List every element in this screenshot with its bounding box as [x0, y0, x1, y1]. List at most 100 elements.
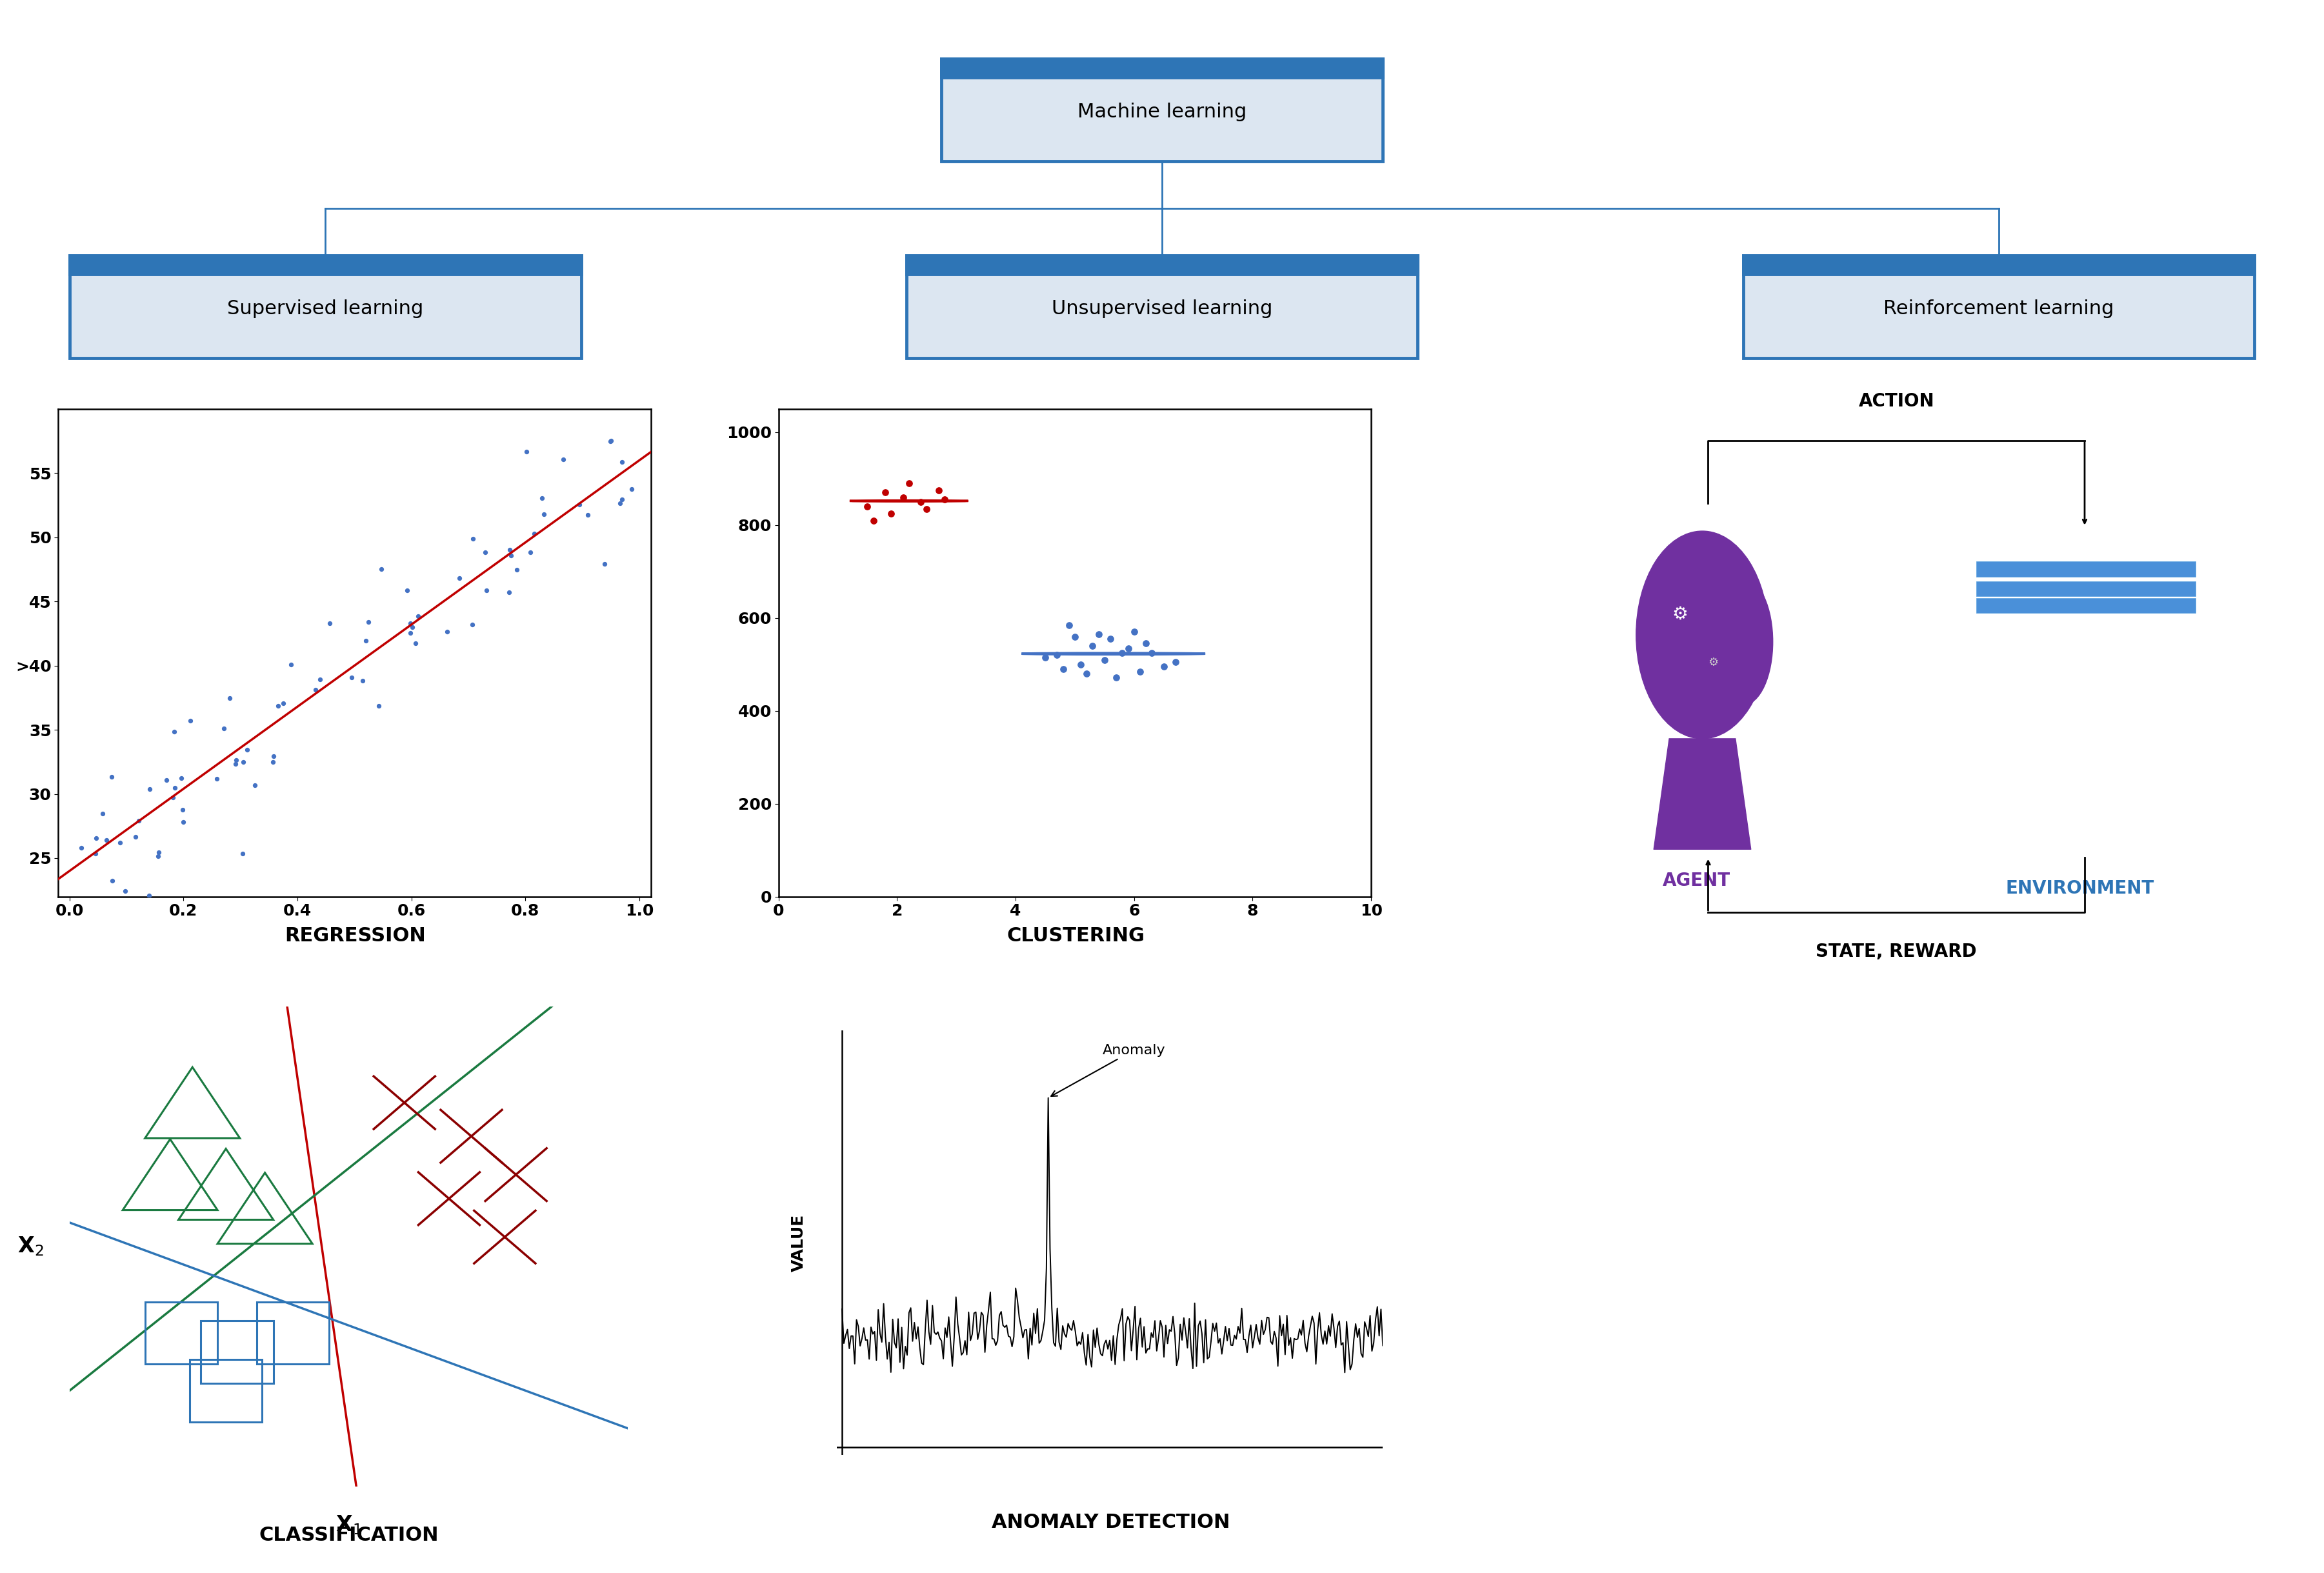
Text: VALUE: VALUE	[790, 1214, 806, 1271]
Point	[604, 486, 641, 511]
Point	[453, 612, 490, 637]
Point	[88, 827, 125, 853]
Point	[855, 508, 892, 533]
Circle shape	[1636, 532, 1769, 739]
Point	[586, 552, 623, 577]
Text: Supervised learning: Supervised learning	[228, 299, 423, 318]
Point	[1157, 650, 1195, 675]
FancyBboxPatch shape	[70, 255, 581, 274]
Point	[253, 749, 290, 774]
Point	[1069, 661, 1106, 686]
Point	[493, 543, 530, 568]
Point	[302, 667, 339, 692]
Polygon shape	[1655, 739, 1750, 849]
Point	[1074, 634, 1111, 659]
Point	[902, 489, 939, 514]
Text: CLASSIFICATION: CLASSIFICATION	[258, 1526, 439, 1545]
Text: ANOMALY DETECTION: ANOMALY DETECTION	[992, 1513, 1229, 1532]
Text: ⚙: ⚙	[1708, 658, 1717, 669]
Point	[102, 831, 139, 856]
Point	[93, 764, 130, 790]
Text: ACTION: ACTION	[1859, 392, 1934, 411]
Point	[237, 772, 274, 798]
Point	[604, 450, 641, 475]
Point	[456, 527, 493, 552]
Point	[1057, 624, 1095, 650]
Point	[63, 835, 100, 860]
Point	[311, 610, 349, 635]
Point	[523, 486, 560, 511]
Point	[121, 809, 158, 834]
Point	[1085, 647, 1122, 672]
Point	[393, 610, 430, 635]
Text: Reinforcement learning: Reinforcement learning	[1882, 299, 2115, 318]
Point	[116, 824, 153, 849]
Text: Unsupervised learning: Unsupervised learning	[1050, 299, 1274, 318]
Point	[1127, 631, 1164, 656]
Point	[265, 691, 302, 716]
Point	[139, 840, 177, 865]
Point	[351, 609, 388, 634]
Point	[156, 719, 193, 744]
Text: ⚙: ⚙	[1673, 606, 1687, 623]
Point	[344, 669, 381, 694]
FancyBboxPatch shape	[1975, 582, 2196, 596]
Point	[872, 500, 909, 525]
Point	[1109, 635, 1146, 661]
Text: Anomaly: Anomaly	[1050, 1044, 1164, 1096]
Point	[77, 842, 114, 867]
Point	[225, 842, 263, 867]
Point	[867, 480, 904, 505]
Point	[848, 494, 885, 519]
Text: ⚙: ⚙	[2126, 749, 2143, 768]
Point	[509, 439, 546, 464]
Point	[256, 744, 293, 769]
Point	[218, 747, 256, 772]
Text: AGENT: AGENT	[1662, 871, 1731, 890]
Text: REGRESSION: REGRESSION	[286, 926, 425, 945]
Point	[576, 379, 614, 404]
FancyBboxPatch shape	[941, 58, 1383, 77]
Point	[130, 777, 167, 802]
Point	[1027, 645, 1064, 670]
Point	[70, 903, 107, 928]
Point	[890, 470, 927, 495]
Point	[602, 491, 639, 516]
Point	[346, 628, 383, 653]
Point	[560, 492, 597, 518]
Text: ⚙: ⚙	[2036, 705, 2064, 733]
Point	[400, 604, 437, 629]
Point	[490, 536, 528, 562]
Point	[163, 766, 200, 791]
Point	[909, 495, 946, 521]
Point	[360, 694, 397, 719]
Point	[172, 708, 209, 733]
Point	[1043, 656, 1081, 681]
Point	[1122, 659, 1160, 684]
Point	[569, 502, 607, 527]
Point	[525, 502, 562, 527]
Point	[165, 798, 202, 823]
Point	[428, 620, 465, 645]
Point	[139, 843, 177, 868]
Point	[925, 488, 962, 513]
FancyBboxPatch shape	[1743, 255, 2254, 274]
Text: X$_1$: X$_1$	[335, 1513, 363, 1537]
Point	[156, 775, 193, 801]
Point	[593, 429, 630, 455]
Text: Machine learning: Machine learning	[1078, 102, 1246, 121]
Point	[153, 785, 191, 810]
FancyBboxPatch shape	[1743, 255, 2254, 357]
Point	[1092, 626, 1129, 651]
Point	[149, 768, 186, 793]
Point	[614, 477, 651, 502]
Point	[211, 686, 249, 711]
Point	[228, 738, 265, 763]
Point	[225, 749, 263, 774]
Point	[53, 920, 91, 945]
Text: STATE, REWARD: STATE, REWARD	[1815, 942, 1978, 961]
Point	[1062, 651, 1099, 676]
Point	[393, 620, 430, 645]
FancyBboxPatch shape	[906, 255, 1418, 357]
Point	[1039, 642, 1076, 667]
